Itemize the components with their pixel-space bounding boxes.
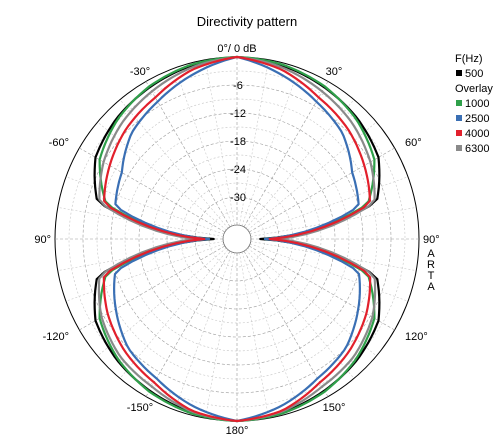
radial-tick-label: -6 xyxy=(233,80,243,92)
legend-header: F(Hz) xyxy=(455,53,483,65)
angle-label: 0°/ 0 dB xyxy=(217,43,256,55)
grid-spoke xyxy=(97,247,227,357)
grid-spoke xyxy=(241,252,300,411)
legend-label-6300: 6300 xyxy=(465,143,489,155)
grid-spoke xyxy=(245,249,355,379)
grid-spoke xyxy=(245,99,355,229)
grid-spoke xyxy=(145,250,231,397)
grid-spoke xyxy=(57,207,224,237)
angle-label: 120° xyxy=(405,331,428,343)
legend-label-1000: 1000 xyxy=(465,98,489,110)
angle-label: -150° xyxy=(127,402,153,414)
grid-spoke xyxy=(79,147,226,233)
grid-spoke xyxy=(119,99,229,229)
angle-label: 180° xyxy=(226,425,249,437)
grid-spoke xyxy=(241,67,300,226)
legend-swatch-500 xyxy=(456,70,462,76)
grid-spoke xyxy=(247,121,377,231)
grid-spoke xyxy=(57,241,224,271)
side-text-letter: A xyxy=(427,248,435,260)
grid-spoke xyxy=(250,243,409,302)
grid-spoke xyxy=(248,147,395,233)
angle-label: -60° xyxy=(49,137,69,149)
legend-overlay-label: Overlay xyxy=(455,83,493,95)
grid-spoke xyxy=(205,252,235,419)
grid-spoke xyxy=(243,81,329,228)
grid-spoke xyxy=(239,252,269,419)
grid-spoke xyxy=(65,243,224,302)
grid-spoke xyxy=(250,176,409,235)
legend-swatch-1000 xyxy=(456,100,462,106)
legend-swatch-4000 xyxy=(456,130,462,136)
grid-spoke xyxy=(248,245,395,331)
grid-spoke xyxy=(145,81,231,228)
grid-spoke xyxy=(243,250,329,397)
angle-label: 150° xyxy=(323,402,346,414)
radial-tick-label: -12 xyxy=(230,108,246,120)
legend-label-500: 500 xyxy=(465,68,483,80)
grid-spoke xyxy=(174,252,233,411)
grid-spoke xyxy=(247,247,377,357)
angle-label: 90° xyxy=(423,234,440,246)
grid-spoke xyxy=(205,59,235,226)
grid-spoke xyxy=(79,245,226,331)
radial-tick-label: -24 xyxy=(230,164,246,176)
radial-tick-label: -18 xyxy=(230,136,246,148)
side-text-letter: T xyxy=(428,270,435,282)
chart-title: Directivity pattern xyxy=(197,14,297,29)
legend-label-4000: 4000 xyxy=(465,128,489,140)
legend-swatch-2500 xyxy=(456,115,462,121)
angle-labels: 0°/ 0 dB 30° 60° 90° 120° 150° 180° -150° -120° 9… xyxy=(34,43,439,437)
grid-spoke xyxy=(65,176,224,235)
legend: F(Hz) 500 Overlay 1000 2500 4000 6300 xyxy=(455,53,493,155)
legend-label-2500: 2500 xyxy=(465,113,489,125)
side-text-letter: A xyxy=(427,281,435,293)
angle-label: -120° xyxy=(43,331,69,343)
inner-circle xyxy=(222,224,252,254)
grid-ring xyxy=(138,140,336,338)
angle-label: 60° xyxy=(405,137,422,149)
radial-tick-label: -30 xyxy=(230,192,246,204)
series-group xyxy=(93,55,381,423)
radial-tick-labels: -6 -12 -18 -24 -30 xyxy=(230,80,246,204)
legend-swatch-6300 xyxy=(456,145,462,151)
grid-spoke xyxy=(239,59,269,226)
side-text-letter: R xyxy=(427,259,435,271)
angle-label: 90° xyxy=(34,234,51,246)
angle-label: 30° xyxy=(326,66,343,78)
grid-spoke xyxy=(174,67,233,226)
grid-spoke xyxy=(119,249,229,379)
series-4000-curve xyxy=(102,55,372,423)
grid-spoke xyxy=(250,207,417,237)
angle-label: -30° xyxy=(130,66,150,78)
grid-ring xyxy=(68,70,406,408)
